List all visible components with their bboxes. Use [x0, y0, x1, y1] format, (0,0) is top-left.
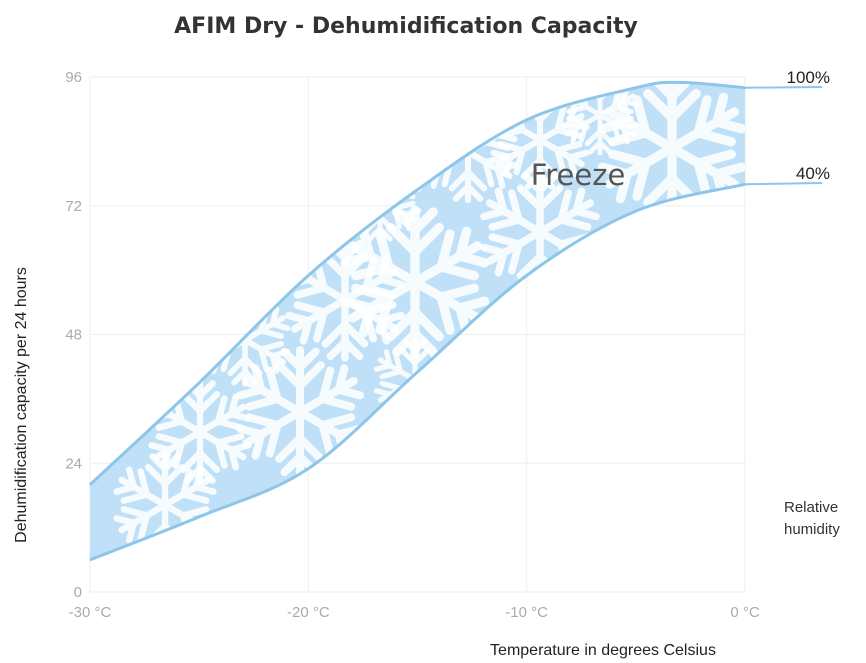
relative-humidity-word: Relative [784, 499, 838, 516]
series-lines [88, 80, 746, 562]
y-tick-label: 72 [65, 198, 82, 215]
legend-leader-line [744, 182, 823, 186]
series-label: 100% [787, 68, 830, 87]
snowflake-icon [285, 238, 405, 362]
series-legend: 100% 40% [744, 68, 830, 186]
y-tick-label: 96 [65, 69, 82, 86]
y-tick-label: 0 [74, 584, 82, 601]
y-axis-ticks: 0 24 48 72 96 [65, 69, 82, 601]
relative-humidity-label: Relative humidity [784, 499, 840, 538]
freeze-band-label: Freeze [531, 158, 626, 192]
x-tick-label: -20 °C [287, 604, 330, 621]
x-axis-label: Temperature in degrees Celsius [490, 642, 716, 659]
chart-title: AFIM Dry - Dehumidification Capacity [174, 14, 638, 39]
y-axis-label: Dehumidification capacity per 24 hours [13, 267, 30, 543]
x-axis-ticks: -30 °C -20 °C -10 °C 0 °C [69, 604, 760, 621]
x-tick-label: 0 °C [730, 604, 760, 621]
x-tick-label: -10 °C [505, 604, 548, 621]
y-tick-label: 48 [65, 327, 82, 344]
relative-humidity-word: humidity [784, 521, 840, 538]
legend-leader-line [744, 86, 823, 89]
x-tick-label: -30 °C [69, 604, 112, 621]
series-label: 40% [796, 164, 830, 183]
series-line-40 [89, 182, 746, 562]
series-line-100 [88, 80, 746, 486]
y-tick-label: 24 [65, 455, 82, 472]
